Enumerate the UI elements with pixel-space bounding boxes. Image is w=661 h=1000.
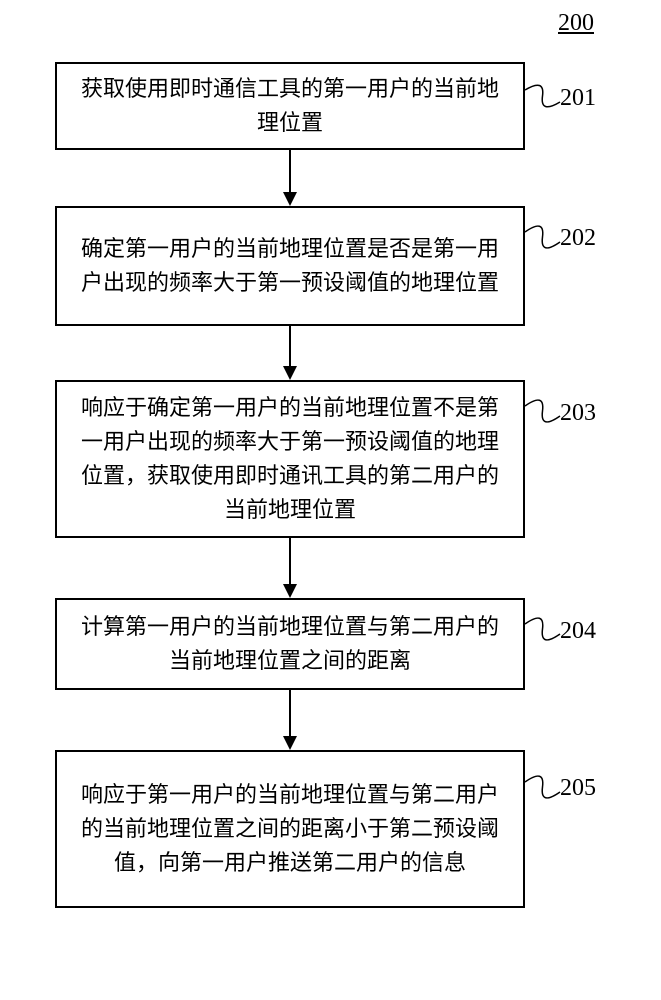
- leader-curve: [0, 0, 661, 1000]
- flowchart-canvas: 200 获取使用即时通信工具的第一用户的当前地理位置 201 确定第一用户的当前…: [0, 0, 661, 1000]
